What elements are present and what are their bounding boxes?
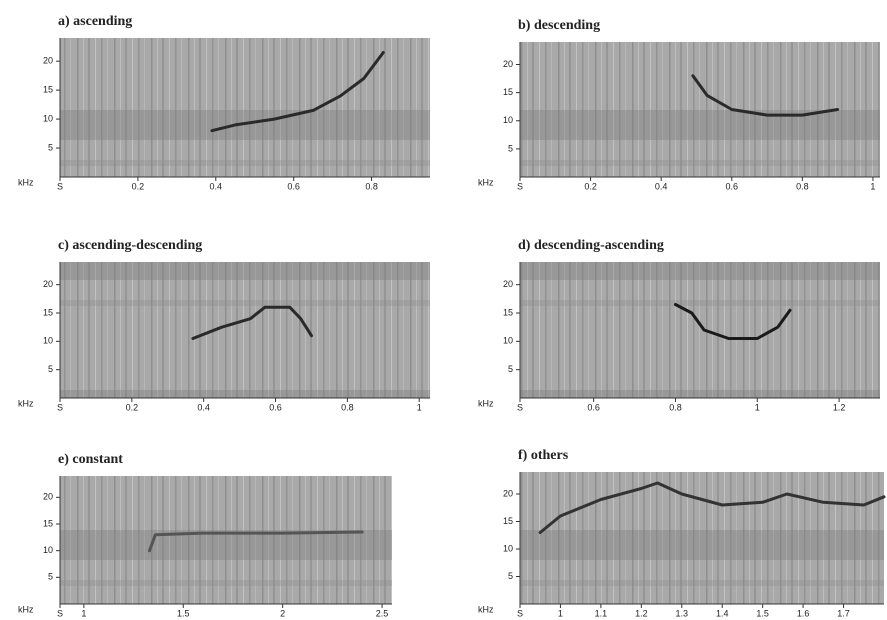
y-tick-label: 20 <box>43 279 53 289</box>
x-tick-label: 2.5 <box>376 608 389 618</box>
y-tick-label: 20 <box>503 279 513 289</box>
x-tick-label: 0.2 <box>126 402 139 412</box>
y-tick-label: 20 <box>503 488 513 498</box>
x-tick-label: 1.5 <box>177 608 190 618</box>
x-tick-label: 0.6 <box>726 181 739 191</box>
y-axis-label: kHz <box>18 398 34 408</box>
contour <box>210 51 385 133</box>
spectrogram <box>520 262 880 398</box>
x-tick-label: 1.6 <box>797 608 810 618</box>
panel-title: b) descending <box>518 18 600 33</box>
y-axis-label: kHz <box>478 177 494 187</box>
x-tick-label: S <box>517 402 523 412</box>
y-tick-label: 5 <box>508 364 513 374</box>
y-tick-label: 10 <box>503 115 513 125</box>
x-tick-label: 0.8 <box>341 402 354 412</box>
contour <box>148 530 364 553</box>
y-tick-label: 5 <box>48 142 53 152</box>
x-tick-label: 1.4 <box>716 608 729 618</box>
x-tick-label: 1 <box>558 608 563 618</box>
x-tick-label: 0.6 <box>587 402 600 412</box>
y-tick-label: 20 <box>43 492 53 502</box>
y-tick-label: 15 <box>503 516 513 526</box>
y-tick-label: 15 <box>43 518 53 528</box>
x-tick-label: 1 <box>81 608 86 618</box>
panel-title: a) ascending <box>58 14 132 29</box>
y-tick-label: 15 <box>503 307 513 317</box>
x-tick-label: 0.8 <box>796 181 809 191</box>
x-tick-label: 1.2 <box>833 402 846 412</box>
spectrogram <box>60 262 430 398</box>
y-axis-label: kHz <box>18 604 34 614</box>
y-tick-label: 5 <box>48 572 53 582</box>
y-tick-label: 20 <box>43 56 53 66</box>
panel-title: f) others <box>518 448 569 463</box>
x-tick-label: 0.4 <box>197 402 210 412</box>
spectrogram <box>520 472 884 604</box>
x-tick-label: 2 <box>280 608 285 618</box>
spectrogram <box>60 476 392 604</box>
y-tick-label: 20 <box>503 59 513 69</box>
spectrogram <box>520 42 880 177</box>
x-tick-label: 1 <box>755 402 760 412</box>
y-tick-label: 5 <box>48 364 53 374</box>
x-tick-label: 1.1 <box>595 608 608 618</box>
spectrogram <box>60 38 430 177</box>
y-tick-label: 5 <box>508 571 513 581</box>
y-tick-label: 5 <box>508 143 513 153</box>
y-tick-label: 10 <box>43 545 53 555</box>
x-tick-label: 1 <box>417 402 422 412</box>
contour <box>674 303 792 340</box>
x-tick-label: 0.6 <box>269 402 282 412</box>
x-tick-label: 0.4 <box>655 181 668 191</box>
panel-title: e) constant <box>58 452 123 467</box>
y-tick-label: 10 <box>503 543 513 553</box>
contour <box>691 74 840 117</box>
x-tick-label: 0.8 <box>365 181 378 191</box>
x-tick-label: 0.6 <box>287 181 300 191</box>
x-tick-label: 1.7 <box>837 608 850 618</box>
x-tick-label: S <box>57 608 63 618</box>
y-tick-label: 10 <box>503 336 513 346</box>
contour <box>191 305 313 340</box>
contour <box>538 481 886 534</box>
y-tick-label: 10 <box>43 113 53 123</box>
x-tick-label: 1.2 <box>635 608 648 618</box>
x-tick-label: 0.4 <box>210 181 223 191</box>
x-tick-label: S <box>57 181 63 191</box>
panel-title: c) ascending-descending <box>58 238 202 253</box>
y-tick-label: 15 <box>503 87 513 97</box>
y-tick-label: 15 <box>43 85 53 95</box>
y-axis-label: kHz <box>478 604 494 614</box>
x-tick-label: S <box>517 608 523 618</box>
y-axis-label: kHz <box>478 398 494 408</box>
y-tick-label: 10 <box>43 336 53 346</box>
y-axis-label: kHz <box>18 177 34 187</box>
x-tick-label: S <box>517 181 523 191</box>
y-tick-label: 15 <box>43 307 53 317</box>
x-tick-label: 0.2 <box>132 181 145 191</box>
x-tick-label: S <box>57 402 63 412</box>
x-tick-label: 0.8 <box>669 402 682 412</box>
x-tick-label: 1.3 <box>676 608 689 618</box>
panel-title: d) descending-ascending <box>518 238 664 253</box>
x-tick-label: 1 <box>870 181 875 191</box>
x-tick-label: 0.2 <box>584 181 597 191</box>
x-tick-label: 1.5 <box>756 608 769 618</box>
